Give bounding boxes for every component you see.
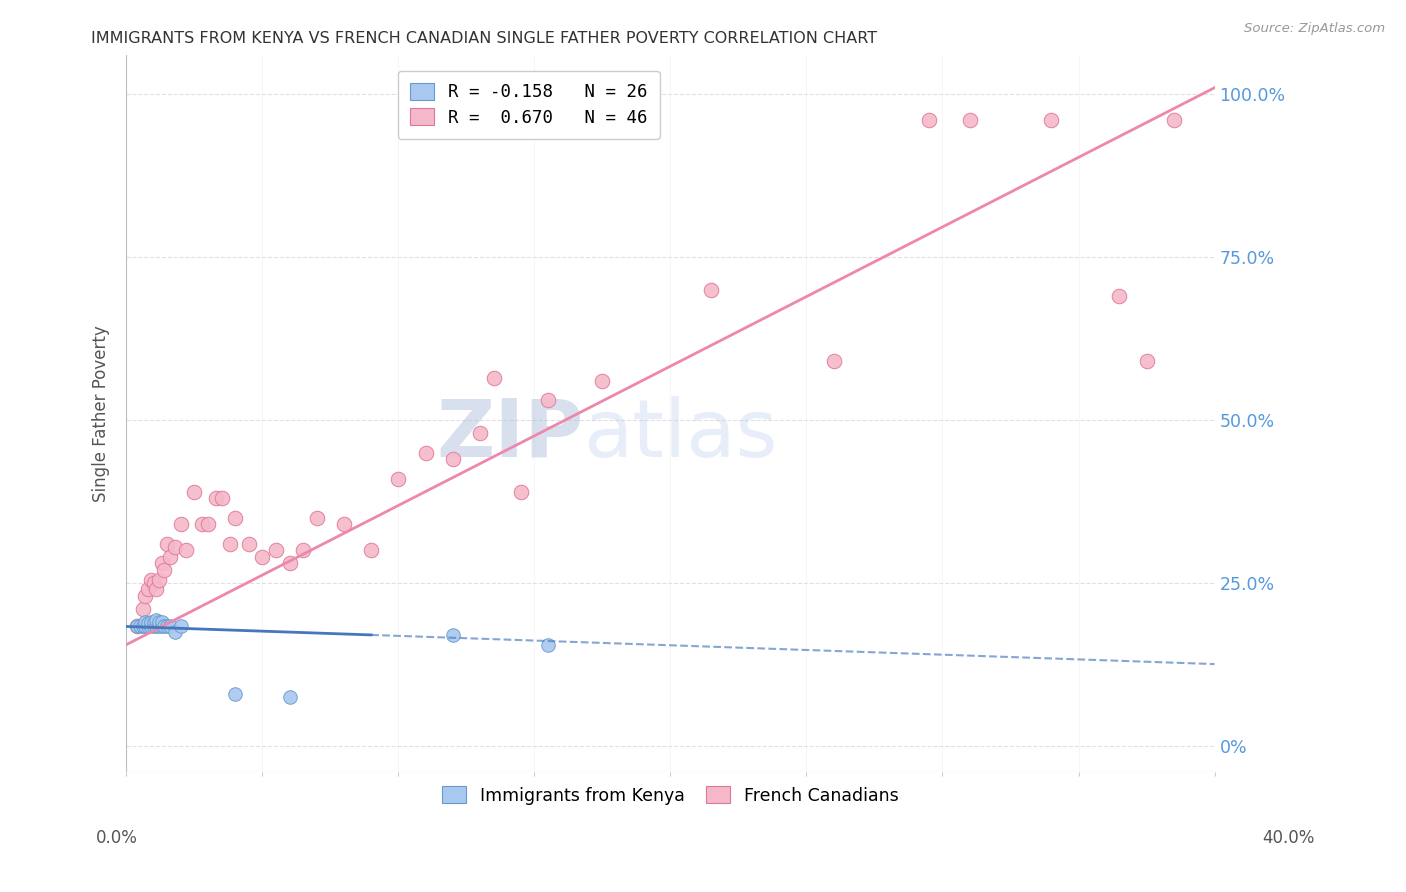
Text: 40.0%: 40.0% — [1263, 829, 1315, 847]
Point — [238, 537, 260, 551]
Point — [170, 517, 193, 532]
Point — [205, 491, 228, 505]
Point — [537, 393, 560, 408]
Point — [700, 283, 723, 297]
Point — [823, 354, 845, 368]
Point — [1108, 289, 1130, 303]
Point — [278, 690, 301, 704]
Point — [142, 615, 165, 629]
Point — [127, 619, 149, 633]
Point — [441, 452, 464, 467]
Point — [150, 615, 173, 629]
Text: 0.0%: 0.0% — [96, 829, 138, 847]
Point — [509, 484, 531, 499]
Point — [468, 425, 491, 440]
Point — [211, 491, 233, 505]
Point — [959, 113, 981, 128]
Point — [148, 573, 170, 587]
Point — [918, 113, 941, 128]
Text: IMMIGRANTS FROM KENYA VS FRENCH CANADIAN SINGLE FATHER POVERTY CORRELATION CHART: IMMIGRANTS FROM KENYA VS FRENCH CANADIAN… — [91, 31, 877, 46]
Point — [165, 624, 187, 639]
Point — [145, 619, 167, 633]
Point — [150, 556, 173, 570]
Point — [224, 687, 246, 701]
Point — [1040, 113, 1063, 128]
Text: Source: ZipAtlas.com: Source: ZipAtlas.com — [1244, 22, 1385, 36]
Point — [159, 549, 181, 564]
Point — [136, 582, 159, 597]
Point — [139, 615, 162, 629]
Point — [145, 582, 167, 597]
Point — [153, 619, 176, 633]
Point — [156, 619, 179, 633]
Point — [134, 589, 156, 603]
Point — [127, 619, 149, 633]
Point — [131, 602, 153, 616]
Point — [305, 510, 328, 524]
Point — [153, 563, 176, 577]
Point — [136, 619, 159, 633]
Point — [165, 540, 187, 554]
Point — [441, 628, 464, 642]
Point — [183, 484, 205, 499]
Point — [218, 537, 240, 551]
Point — [415, 445, 437, 459]
Legend: Immigrants from Kenya, French Canadians: Immigrants from Kenya, French Canadians — [430, 774, 911, 817]
Point — [591, 374, 613, 388]
Point — [1135, 354, 1157, 368]
Y-axis label: Single Father Poverty: Single Father Poverty — [93, 325, 110, 502]
Text: atlas: atlas — [583, 396, 778, 474]
Point — [156, 537, 179, 551]
Point — [134, 615, 156, 629]
Point — [252, 549, 274, 564]
Point — [131, 619, 153, 633]
Text: ZIP: ZIP — [436, 396, 583, 474]
Point — [537, 638, 560, 652]
Point — [191, 517, 214, 532]
Point — [129, 619, 152, 633]
Point — [139, 619, 162, 633]
Point — [145, 613, 167, 627]
Point — [292, 543, 315, 558]
Point — [278, 556, 301, 570]
Point — [148, 619, 170, 633]
Point — [174, 543, 197, 558]
Point — [482, 370, 505, 384]
Point — [159, 619, 181, 633]
Point — [1163, 113, 1185, 128]
Point — [139, 573, 162, 587]
Point — [360, 543, 382, 558]
Point — [134, 619, 156, 633]
Point — [333, 517, 356, 532]
Point — [197, 517, 219, 532]
Point — [387, 472, 409, 486]
Point — [170, 619, 193, 633]
Point — [142, 619, 165, 633]
Point — [150, 619, 173, 633]
Point — [142, 575, 165, 590]
Point — [264, 543, 287, 558]
Point — [148, 615, 170, 629]
Point — [136, 616, 159, 631]
Point — [224, 510, 246, 524]
